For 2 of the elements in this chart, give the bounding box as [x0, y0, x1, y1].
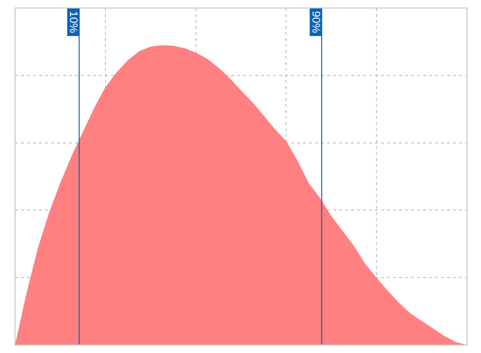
text: 90%	[310, 10, 322, 34]
text: 10%	[67, 10, 80, 34]
